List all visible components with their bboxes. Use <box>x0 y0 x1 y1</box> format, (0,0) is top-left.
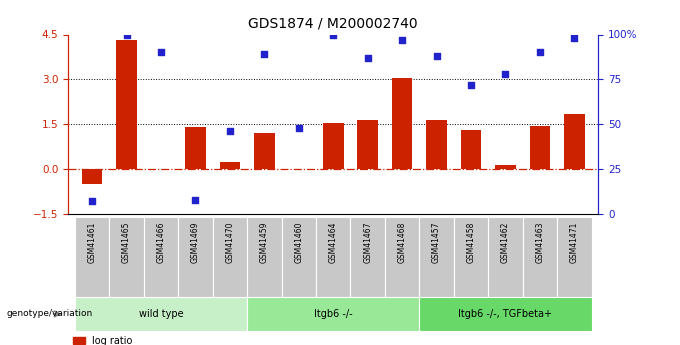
Point <box>86 199 97 204</box>
Point <box>224 129 235 134</box>
Bar <box>109 217 143 297</box>
Bar <box>82 169 103 184</box>
Text: GSM41468: GSM41468 <box>398 221 407 263</box>
Point <box>534 50 545 55</box>
Text: genotype/variation: genotype/variation <box>7 309 93 318</box>
Text: GSM41462: GSM41462 <box>501 221 510 263</box>
Bar <box>213 217 247 297</box>
Point <box>362 55 373 61</box>
Point <box>190 197 201 202</box>
Bar <box>116 40 137 169</box>
Bar <box>488 217 523 297</box>
Bar <box>185 127 206 169</box>
Bar <box>385 217 420 297</box>
Bar <box>495 165 515 169</box>
Text: Itgb6 -/-, TGFbeta+: Itgb6 -/-, TGFbeta+ <box>458 309 552 319</box>
Text: GSM41467: GSM41467 <box>363 221 372 263</box>
Text: GSM41461: GSM41461 <box>88 221 97 263</box>
Bar <box>426 120 447 169</box>
Text: wild type: wild type <box>139 309 184 319</box>
Title: GDS1874 / M200002740: GDS1874 / M200002740 <box>248 17 418 31</box>
Bar <box>178 217 213 297</box>
Text: GSM41466: GSM41466 <box>156 221 165 263</box>
Bar <box>75 217 109 297</box>
Text: GSM41458: GSM41458 <box>466 221 475 263</box>
Bar <box>523 217 557 297</box>
Bar <box>564 114 585 169</box>
Bar <box>220 161 240 169</box>
Text: GSM41469: GSM41469 <box>191 221 200 263</box>
Point <box>466 82 477 88</box>
Bar <box>282 217 316 297</box>
Bar <box>530 126 550 169</box>
Point <box>569 35 580 41</box>
Bar <box>392 78 412 169</box>
Bar <box>460 130 481 169</box>
Text: Itgb6 -/-: Itgb6 -/- <box>314 309 352 319</box>
Point <box>500 71 511 77</box>
Text: GSM41471: GSM41471 <box>570 221 579 263</box>
Bar <box>420 297 592 331</box>
Point <box>156 50 167 55</box>
Bar <box>316 217 350 297</box>
Point <box>259 51 270 57</box>
Bar <box>143 217 178 297</box>
Point <box>396 37 407 43</box>
Legend: log ratio, percentile rank within the sample: log ratio, percentile rank within the sa… <box>73 336 257 345</box>
Bar <box>454 217 488 297</box>
Bar <box>420 217 454 297</box>
Text: GSM41465: GSM41465 <box>122 221 131 263</box>
Text: GSM41463: GSM41463 <box>535 221 545 263</box>
Bar <box>357 120 378 169</box>
Text: GSM41460: GSM41460 <box>294 221 303 263</box>
Bar <box>247 297 420 331</box>
Bar <box>75 297 247 331</box>
Point <box>431 53 442 59</box>
Bar <box>350 217 385 297</box>
Bar <box>247 217 282 297</box>
Point <box>328 32 339 37</box>
Bar <box>254 133 275 169</box>
Bar <box>323 123 343 169</box>
Text: GSM41464: GSM41464 <box>328 221 338 263</box>
Point <box>293 125 304 130</box>
Text: GSM41459: GSM41459 <box>260 221 269 263</box>
Text: GSM41470: GSM41470 <box>225 221 235 263</box>
Point <box>121 32 132 37</box>
Text: GSM41457: GSM41457 <box>432 221 441 263</box>
Bar <box>557 217 592 297</box>
